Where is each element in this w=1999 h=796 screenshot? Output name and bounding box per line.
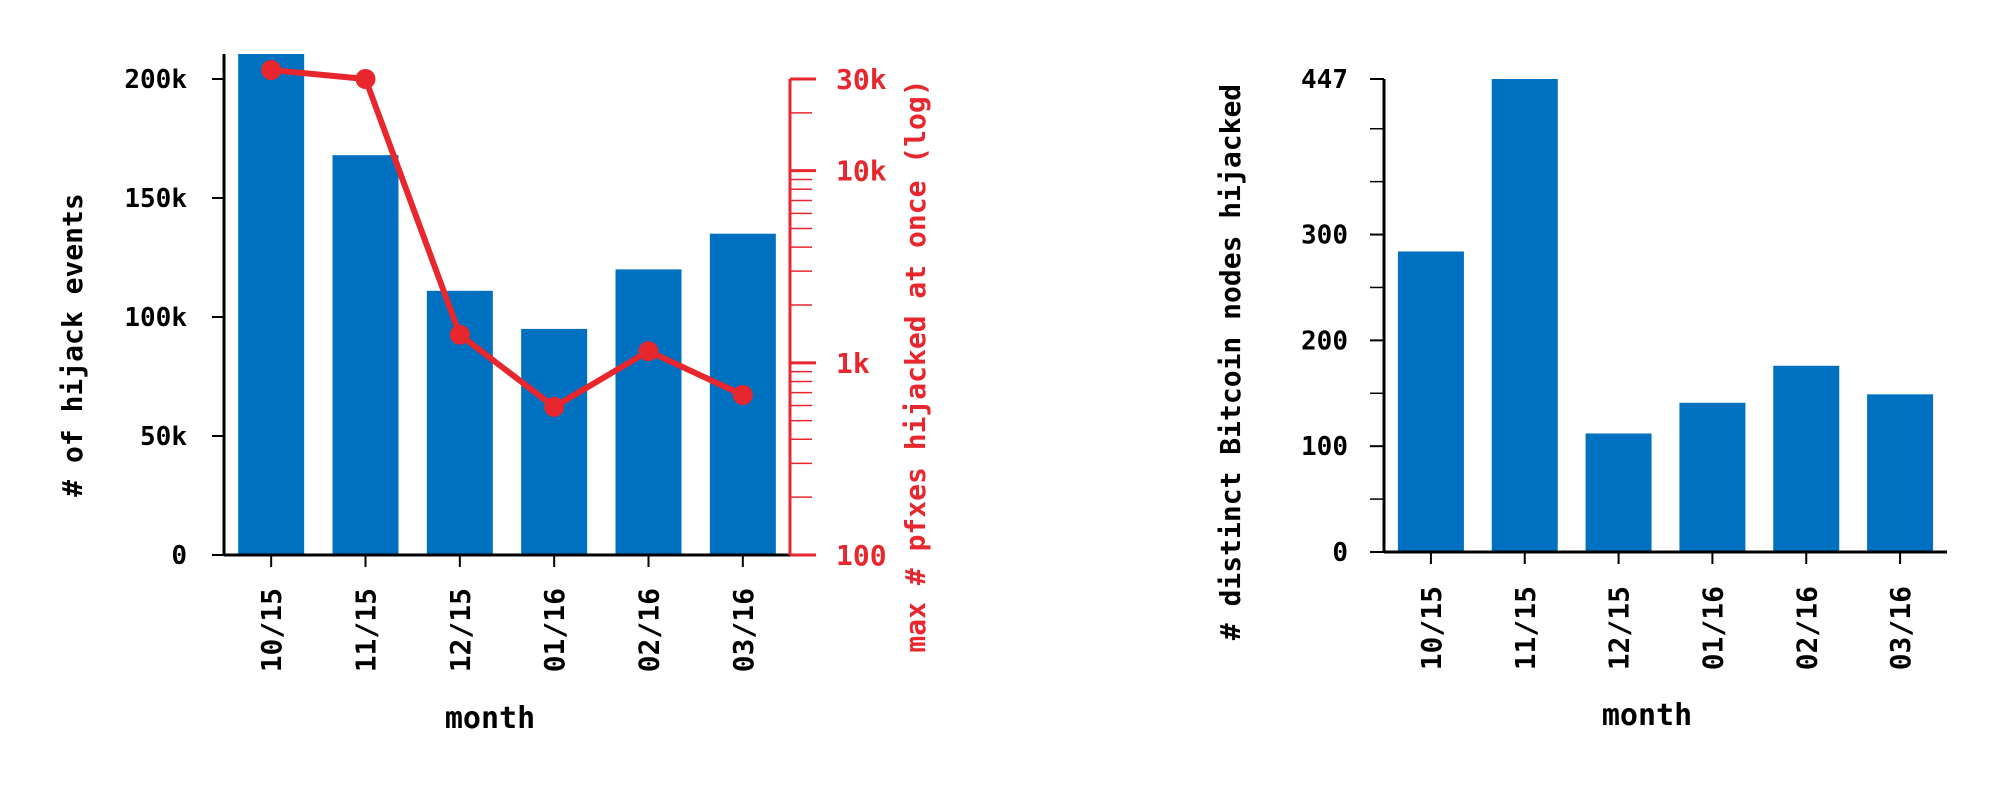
right-y-tick-label: 30k — [836, 63, 887, 96]
line-point-5 — [732, 385, 753, 406]
bar-nodes-3 — [1679, 402, 1746, 552]
left-y-tick-label: 0 — [171, 541, 187, 571]
left-x-tick-label: 02/16 — [633, 588, 666, 672]
line-point-4 — [638, 341, 659, 362]
right-chart-x-tick-label: 01/16 — [1696, 586, 1729, 670]
left-x-tick-label: 10/15 — [255, 588, 288, 672]
bar-nodes-2 — [1585, 433, 1652, 552]
right-chart-y-tick-label: 200 — [1301, 326, 1348, 356]
bar-events-3 — [521, 328, 588, 555]
bar-events-1 — [332, 155, 399, 555]
right-chart-x-tick-label: 10/15 — [1415, 586, 1448, 670]
right-y-tick-label: 100 — [836, 539, 887, 572]
line-point-2 — [449, 324, 470, 345]
bar-events-0 — [238, 54, 305, 555]
line-point-0 — [261, 60, 282, 80]
right-y-axis-label: max # pfxes hijacked at once (log) — [899, 79, 932, 652]
line-point-3 — [544, 396, 565, 417]
right-chart-x-axis-label: month — [1602, 698, 1692, 733]
left-y-tick-label: 100k — [124, 303, 187, 333]
bar-nodes-4 — [1773, 365, 1840, 552]
right-chart-x-tick-label: 11/15 — [1509, 586, 1542, 670]
right-chart-x-tick-label: 12/15 — [1603, 586, 1636, 670]
right-chart-x-tick-label: 02/16 — [1790, 586, 1823, 670]
bar-events-4 — [615, 269, 682, 555]
left-y-axis-label: # of hijack events — [56, 193, 89, 496]
left-x-tick-label: 01/16 — [538, 588, 571, 672]
line-max-prefixes — [270, 67, 745, 410]
bar-nodes-0 — [1397, 251, 1464, 552]
left-x-tick-label: 11/15 — [350, 588, 383, 672]
right-chart-y-tick-label: 100 — [1301, 432, 1348, 462]
right-y-tick-label: 1k — [836, 347, 870, 380]
line-point-1 — [355, 69, 376, 89]
right-chart-y-tick-label: 0 — [1332, 538, 1348, 568]
bar-nodes-1 — [1491, 79, 1558, 552]
right-y-tick-label: 10k — [836, 155, 887, 188]
right-chart-x-tick-label: 03/16 — [1884, 586, 1917, 670]
left-x-axis-label: month — [445, 701, 535, 736]
left-y-tick-label: 150k — [124, 184, 187, 214]
left-x-tick-label: 12/15 — [444, 588, 477, 672]
right-chart-y-tick-label: 300 — [1301, 221, 1348, 251]
bar-nodes-5 — [1867, 394, 1934, 552]
right-chart-y-tick-label: 447 — [1301, 65, 1348, 95]
left-x-tick-label: 03/16 — [727, 588, 760, 672]
right-chart-y-axis-label: # distinct Bitcoin nodes hijacked — [1214, 84, 1247, 640]
left-y-tick-label: 50k — [140, 422, 187, 452]
left-y-tick-label: 200k — [124, 65, 187, 95]
